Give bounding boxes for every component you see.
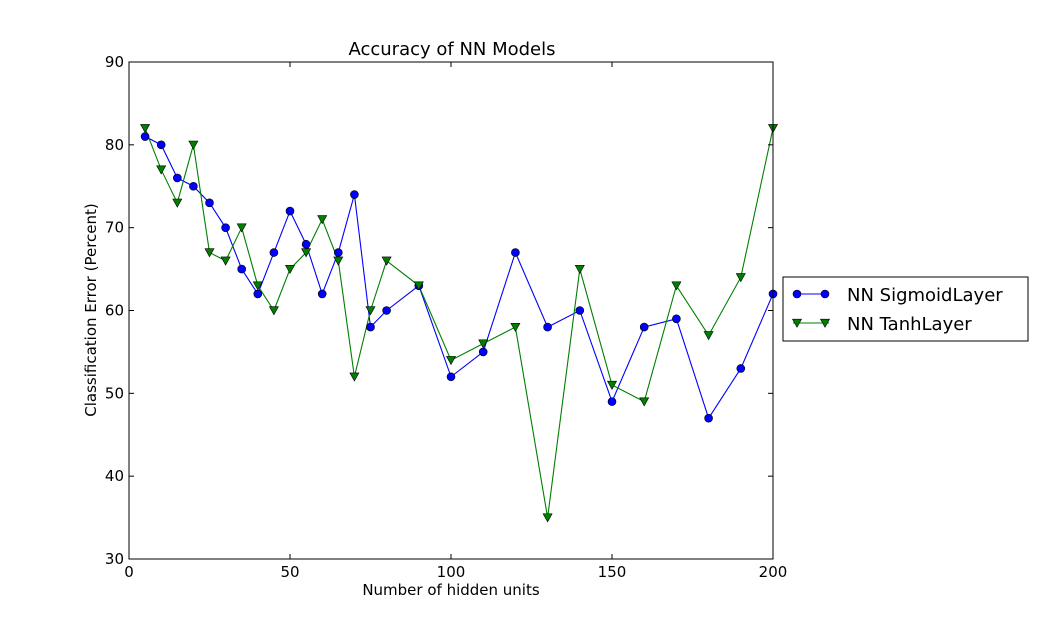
y-axis: 30 40 50 60 70 80 90 — [105, 53, 773, 568]
data-point-series-2 — [349, 372, 360, 382]
data-point-series-1 — [189, 181, 198, 191]
data-point-series-2 — [639, 397, 650, 407]
legend-marker-1 — [792, 289, 802, 299]
data-point-series-2 — [510, 322, 521, 332]
data-point-series-1 — [543, 322, 552, 332]
data-point-series-2 — [478, 339, 489, 349]
data-point-series-2 — [606, 380, 618, 390]
plot-frame — [128, 61, 774, 560]
data-point-series-1 — [333, 248, 343, 257]
legend-marker-1 — [820, 289, 830, 299]
data-point-series-1 — [253, 289, 263, 299]
data-point-series-1 — [156, 140, 166, 150]
legend-marker-2 — [791, 318, 803, 328]
plot-area — [140, 124, 779, 523]
data-point-series-1 — [704, 413, 713, 423]
legend-box — [782, 276, 1029, 342]
data-point-series-1 — [736, 364, 746, 373]
y-tick-label: 30 — [105, 550, 124, 568]
data-point-series-1 — [221, 223, 230, 232]
data-point-series-1 — [205, 198, 214, 208]
y-tick-label: 50 — [105, 384, 124, 402]
x-tick-label: 50 — [280, 563, 299, 581]
x-tick-label: 100 — [437, 563, 466, 581]
data-point-series-2 — [301, 248, 312, 258]
y-axis-label: Classification Error (Percent) — [82, 203, 100, 417]
legend: NN SigmoidLayer NN TanhLayer — [782, 276, 1029, 342]
data-point-series-1 — [237, 264, 246, 274]
data-point-series-1 — [607, 397, 617, 406]
data-point-series-1 — [511, 248, 520, 257]
data-point-series-2 — [188, 140, 199, 150]
data-point-series-2 — [542, 513, 553, 523]
data-point-series-2 — [333, 256, 344, 266]
data-point-series-2 — [317, 215, 328, 225]
data-point-series-2 — [236, 223, 247, 233]
data-point-series-2 — [365, 306, 376, 316]
legend-marker-2 — [819, 318, 831, 328]
data-point-series-1 — [269, 248, 279, 257]
data-point-series-1 — [366, 322, 375, 332]
x-axis: 0 50 100 150 200 — [124, 62, 787, 581]
data-point-series-1 — [301, 239, 311, 249]
data-point-series-2 — [445, 356, 457, 366]
data-point-series-1 — [317, 289, 327, 299]
y-tick-label: 70 — [105, 219, 124, 237]
data-point-series-2 — [381, 256, 392, 266]
data-point-series-2 — [252, 281, 263, 291]
data-point-series-1 — [173, 173, 182, 183]
data-point-series-2 — [268, 306, 279, 316]
data-point-series-1 — [285, 206, 295, 216]
data-point-series-1 — [140, 132, 150, 141]
legend-label-2: NN TanhLayer — [847, 314, 972, 335]
y-tick-label: 40 — [105, 467, 124, 485]
x-tick-label: 150 — [598, 563, 627, 581]
x-tick-label: 200 — [759, 563, 788, 581]
data-point-series-2 — [703, 331, 714, 341]
legend-label-1: NN SigmoidLayer — [847, 285, 1003, 306]
data-point-series-1 — [446, 372, 456, 382]
x-axis-label: Number of hidden units — [362, 581, 540, 599]
y-tick-label: 90 — [105, 53, 124, 71]
y-tick-label: 60 — [105, 302, 124, 320]
data-point-series-1 — [672, 314, 681, 324]
series-line-1 — [144, 136, 774, 420]
data-point-series-1 — [575, 306, 585, 315]
data-point-series-2 — [574, 264, 585, 274]
x-tick-label: 0 — [124, 563, 134, 581]
data-point-series-2 — [172, 198, 183, 208]
data-point-series-2 — [204, 248, 215, 258]
series-line-2 — [144, 128, 774, 518]
data-point-series-2 — [413, 281, 424, 291]
data-point-series-1 — [382, 306, 391, 315]
data-point-series-1 — [478, 347, 488, 357]
data-point-series-2 — [735, 273, 746, 283]
data-point-series-1 — [350, 190, 359, 199]
data-point-series-2 — [284, 264, 296, 274]
data-point-series-2 — [156, 165, 167, 175]
data-point-series-1 — [639, 322, 649, 332]
y-tick-label: 80 — [105, 136, 124, 154]
data-point-series-2 — [140, 124, 151, 134]
data-point-series-2 — [220, 256, 231, 266]
data-point-series-2 — [671, 281, 682, 291]
chart-title: Accuracy of NN Models — [348, 39, 555, 60]
